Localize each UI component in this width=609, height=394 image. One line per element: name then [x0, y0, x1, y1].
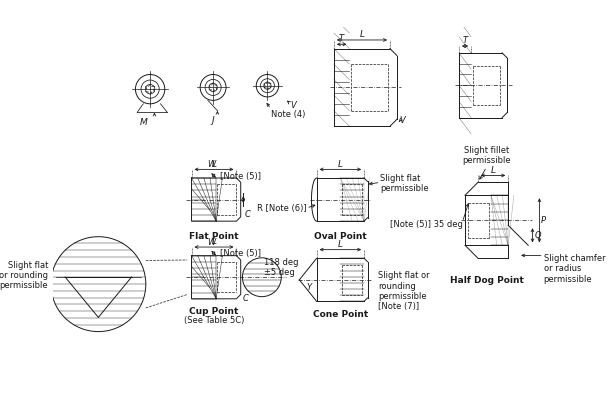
Text: L: L — [338, 160, 343, 169]
Text: W: W — [207, 238, 215, 247]
Text: P: P — [541, 216, 546, 225]
Text: T: T — [462, 36, 468, 45]
Text: R [Note (6)]: R [Note (6)] — [256, 204, 306, 213]
Text: L: L — [491, 165, 496, 175]
Text: M: M — [139, 119, 147, 128]
Text: L: L — [338, 240, 343, 249]
Text: Q: Q — [534, 231, 541, 240]
Text: W: W — [207, 160, 215, 169]
Text: Slight fillet
permissible: Slight fillet permissible — [462, 146, 511, 165]
Text: C: C — [242, 294, 248, 303]
Text: 118 deg
±5 deg: 118 deg ±5 deg — [264, 258, 298, 277]
Text: Slight chamfer
or radius
permissible: Slight chamfer or radius permissible — [544, 254, 605, 284]
Text: Slight flat or
rounding
permissible
[Note (7)]: Slight flat or rounding permissible [Not… — [378, 271, 429, 311]
Text: Half Dog Point: Half Dog Point — [449, 275, 524, 284]
Text: Note (4): Note (4) — [271, 110, 305, 119]
Text: Cone Point: Cone Point — [313, 310, 368, 319]
Text: V: V — [400, 116, 405, 125]
Text: L: L — [359, 30, 364, 39]
Text: L: L — [211, 160, 216, 169]
Text: C: C — [245, 210, 251, 219]
Text: L: L — [211, 237, 216, 246]
Text: J: J — [211, 116, 214, 125]
Text: [Note (5)] 35 deg: [Note (5)] 35 deg — [390, 220, 462, 229]
Text: Y: Y — [306, 283, 311, 292]
Text: [Note (5)]: [Note (5)] — [220, 249, 261, 258]
Text: Oval Point: Oval Point — [314, 232, 367, 240]
Text: T: T — [339, 33, 344, 43]
Text: Slight flat
permissible: Slight flat permissible — [381, 174, 429, 193]
Text: Cup Point: Cup Point — [189, 307, 239, 316]
Text: Slight flat
or rounding
permissible: Slight flat or rounding permissible — [0, 260, 48, 290]
Text: (See Table 5C): (See Table 5C) — [184, 316, 244, 325]
Text: V: V — [290, 101, 297, 110]
Text: [Note (5)]: [Note (5)] — [220, 172, 261, 181]
Text: Flat Point: Flat Point — [189, 232, 239, 240]
